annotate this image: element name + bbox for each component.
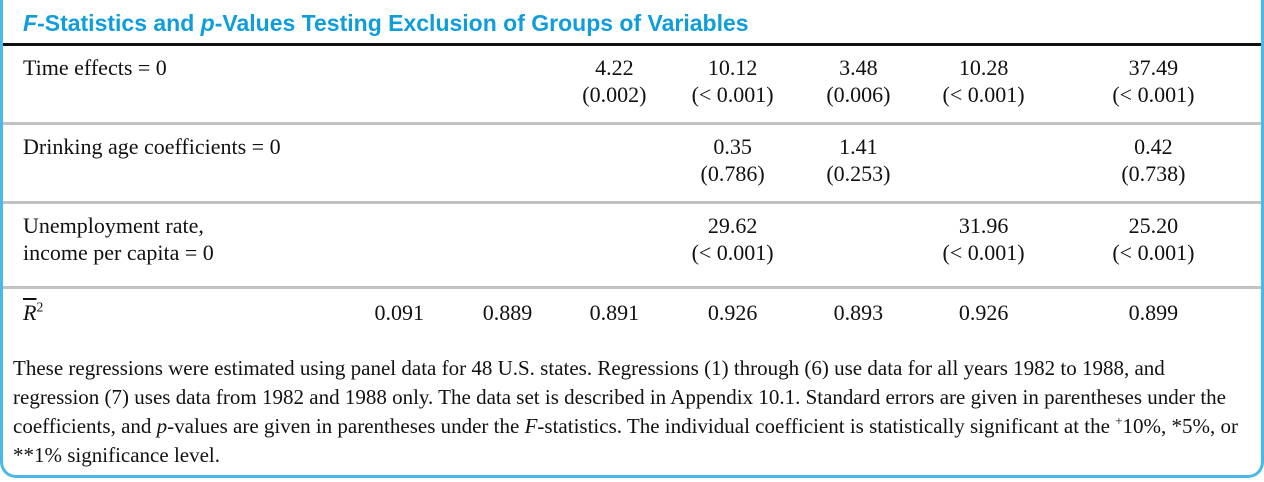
stat-cell: 0.899 (1046, 299, 1261, 326)
table-row-rbar-squared: R2 0.091 0.889 0.891 0.926 0.893 0.926 0… (3, 286, 1261, 338)
stat-cell: 37.49 (< 0.001) (1046, 54, 1261, 108)
stat-cell: 4.22 (0.002) (559, 54, 670, 108)
rsq-value: 0.091 (374, 300, 425, 325)
stat-cell: 3.48 (0.006) (796, 54, 922, 108)
statistics-table: Time effects = 0 4.22 (0.002) 10.12 (< 0.0… (3, 46, 1261, 338)
rsq-value: 0.899 (1128, 300, 1179, 325)
footnote-text: These regressions were estimated using p… (13, 356, 1239, 467)
stat-cell: 0.926 (670, 299, 796, 326)
rsq-value: 0.926 (958, 300, 1009, 325)
f-stat-value: 4.22 (595, 55, 634, 80)
f-stat-value: 0.35 (713, 134, 752, 159)
table-title: F-Statistics and p-Values Testing Exclus… (23, 10, 749, 36)
stat-cell: 1.41 (0.253) (796, 133, 922, 187)
f-stat-value: 10.12 (707, 55, 758, 80)
stat-cell: 0.35 (0.786) (670, 133, 796, 187)
table-header: F-Statistics and p-Values Testing Exclus… (3, 0, 1261, 46)
f-stat-value: 31.96 (958, 213, 1009, 238)
stat-cell: 0.893 (796, 299, 922, 326)
p-value: (< 0.001) (1112, 82, 1195, 107)
f-stat-value: 0.42 (1134, 134, 1173, 159)
row-label: Time effects = 0 (23, 55, 167, 80)
rsq-value: 0.926 (707, 300, 758, 325)
p-value: (0.006) (826, 82, 891, 107)
p-value: (< 0.001) (691, 82, 774, 107)
f-stat-value: 10.28 (958, 55, 1009, 80)
stat-cell: 10.28 (< 0.001) (921, 54, 1046, 108)
f-stat-value: 37.49 (1128, 55, 1179, 80)
row-label: Unemployment rate, income per capita = 0 (23, 213, 214, 265)
p-value: (0.253) (826, 161, 891, 186)
p-value: (0.786) (700, 161, 765, 186)
stat-cell: 31.96 (< 0.001) (921, 212, 1046, 266)
stat-cell: 0.889 (456, 299, 559, 326)
p-value: (< 0.001) (942, 82, 1025, 107)
p-value: (0.002) (582, 82, 647, 107)
p-value: (< 0.001) (691, 240, 774, 265)
table-row-unemployment-income: Unemployment rate, income per capita = 0… (3, 201, 1261, 286)
stat-cell: 0.926 (921, 299, 1046, 326)
table-row-time-effects: Time effects = 0 4.22 (0.002) 10.12 (< 0.0… (3, 46, 1261, 122)
rsq-value: 0.891 (589, 300, 640, 325)
rbar-squared-label: R2 (23, 299, 44, 325)
p-value: (< 0.001) (942, 240, 1025, 265)
f-stat-value: 25.20 (1128, 213, 1179, 238)
stat-cell: 25.20 (< 0.001) (1046, 212, 1261, 266)
row-label: Drinking age coefficients = 0 (23, 134, 281, 159)
stat-cell: 10.12 (< 0.001) (670, 54, 796, 108)
f-stat-value: 1.41 (839, 134, 878, 159)
stat-cell: 29.62 (< 0.001) (670, 212, 796, 266)
p-value: (0.738) (1121, 161, 1186, 186)
stat-cell: 0.42 (0.738) (1046, 133, 1261, 187)
rsq-value: 0.889 (482, 300, 533, 325)
rsq-value: 0.893 (833, 300, 884, 325)
stat-cell: 0.891 (559, 299, 670, 326)
stat-cell: 0.091 (343, 299, 456, 326)
p-value: (< 0.001) (1112, 240, 1195, 265)
table-row-drinking-age: Drinking age coefficients = 0 0.35 (0.786… (3, 122, 1261, 201)
f-stat-value: 3.48 (839, 55, 878, 80)
f-stat-value: 29.62 (707, 213, 758, 238)
